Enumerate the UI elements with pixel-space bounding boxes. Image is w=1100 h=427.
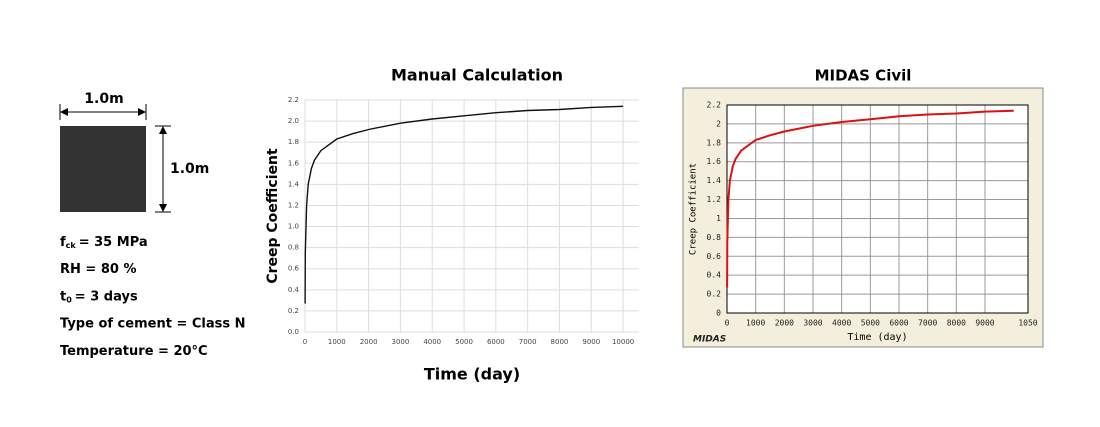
x-tick-label: 4000 (832, 319, 851, 328)
x-tick-label: 8000 (551, 338, 569, 346)
x-tick-label: 8000 (947, 319, 966, 328)
chart-title: Manual Calculation (391, 66, 563, 85)
x-tick-label: 5000 (861, 319, 880, 328)
width-label: 1.0m (84, 91, 123, 107)
y-tick-label: 1.6 (288, 159, 300, 167)
y-tick-label: 1 (716, 214, 721, 223)
y-tick-label: 0.6 (707, 252, 722, 261)
y-axis-label: Creep Coefficient (265, 148, 281, 284)
x-tick-label: 1000 (328, 338, 346, 346)
y-tick-label: 1.4 (707, 176, 722, 185)
y-tick-label: 0.2 (288, 307, 299, 315)
subscript: 0 (66, 295, 72, 304)
x-tick-label: 2000 (775, 319, 794, 328)
y-tick-label: 1.2 (707, 195, 722, 204)
y-tick-label: 1.0 (288, 223, 299, 231)
x-tick-label: 6000 (487, 338, 505, 346)
x-tick-label: 7000 (519, 338, 537, 346)
y-tick-label: 0 (716, 309, 721, 318)
text: = 3 days (75, 289, 138, 304)
subscript: ck (66, 241, 77, 250)
y-tick-label: 0.8 (288, 244, 299, 252)
y-tick-label: 1.2 (288, 201, 299, 209)
text: Type of cement = Class N (60, 316, 246, 331)
x-tick-label: 5000 (455, 338, 473, 346)
x-tick-label: 10000 (612, 338, 634, 346)
y-tick-label: 0.2 (707, 290, 722, 299)
x-tick-label: 4000 (423, 338, 441, 346)
y-tick-label: 0.4 (288, 286, 300, 294)
text: = 35 MPa (79, 235, 148, 250)
x-tick-label: 7000 (918, 319, 937, 328)
plot-border (726, 104, 1029, 314)
x-tick-label: 6000 (889, 319, 908, 328)
y-axis-label: Creep Coefficient (689, 163, 699, 255)
x-tick-label: 9000 (975, 319, 994, 328)
symbol: f (60, 235, 66, 250)
parameter: Temperature = 20°C (60, 343, 208, 358)
y-tick-label: 2.0 (288, 117, 299, 125)
y-tick-label: 0.8 (707, 233, 722, 242)
x-axis-label: Time (day) (847, 332, 907, 343)
parameter: RH = 80 % (60, 262, 136, 277)
logo: MIDAS (693, 335, 726, 345)
plot-area (726, 104, 1029, 314)
x-tick-label: 3000 (392, 338, 410, 346)
y-tick-label: 0.0 (288, 328, 299, 336)
y-tick-label: 1.6 (707, 157, 722, 166)
text: RH = 80 % (60, 262, 136, 277)
line (726, 109, 1014, 288)
parameter: fck = 35 MPa (60, 235, 148, 250)
text: Temperature = 20°C (60, 343, 208, 358)
y-tick-label: 1.4 (288, 180, 300, 188)
x-axis-label: Time (day) (424, 365, 520, 384)
y-tick-label: 0.4 (707, 271, 722, 280)
x-tick-label: 2000 (360, 338, 378, 346)
parameter: Type of cement = Class N (60, 316, 246, 331)
y-tick-label: 1.8 (288, 138, 299, 146)
x-tick-label: 0 (725, 319, 730, 328)
height-label: 1.0m (170, 161, 209, 177)
y-tick-label: 2.2 (707, 101, 722, 110)
section-square (60, 126, 146, 212)
x-tick-label: 1050 (1018, 319, 1037, 328)
y-tick-label: 1.8 (707, 138, 722, 147)
x-tick-label: 9000 (582, 338, 600, 346)
x-tick-label: 0 (303, 338, 307, 346)
line (304, 105, 624, 304)
x-tick-label: 3000 (803, 319, 822, 328)
symbol: t (60, 289, 66, 304)
x-tick-label: 1000 (746, 319, 765, 328)
chart-title: MIDAS Civil (815, 67, 912, 85)
y-tick-label: 2.2 (288, 96, 299, 104)
y-tick-label: 2 (716, 119, 721, 128)
y-tick-label: 0.6 (288, 265, 300, 273)
parameter: t0 = 3 days (60, 289, 138, 304)
